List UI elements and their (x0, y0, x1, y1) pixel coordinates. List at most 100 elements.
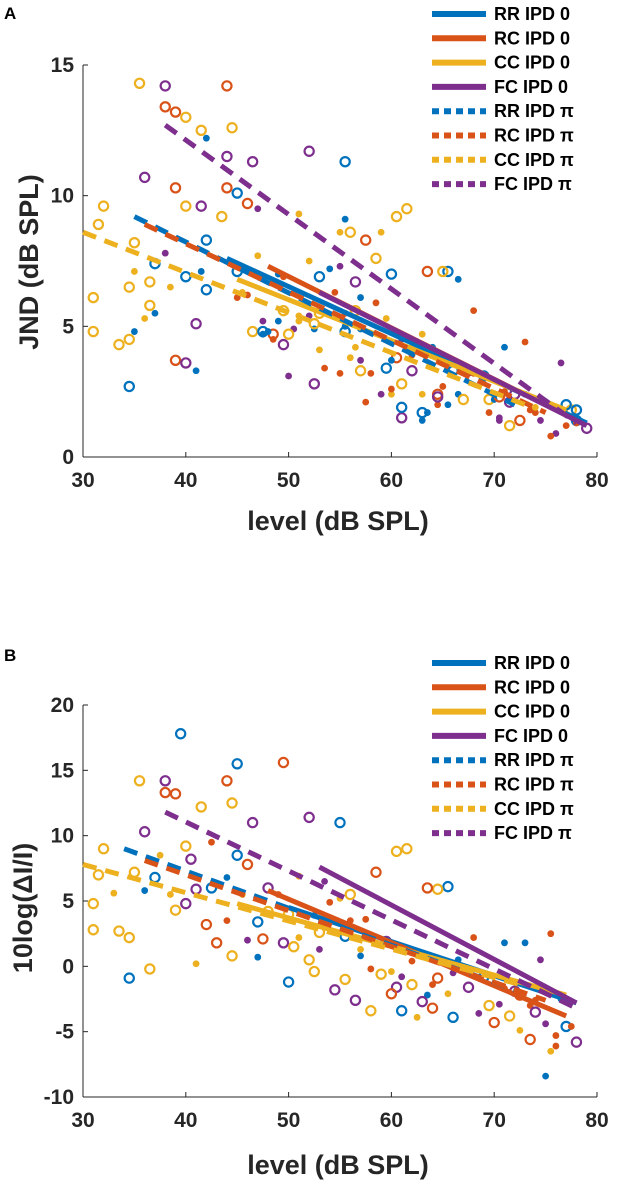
data-point (92, 218, 105, 231)
data-point (252, 916, 264, 928)
data-point (336, 228, 344, 236)
data-point (254, 252, 262, 260)
y-tick-label: 20 (51, 694, 74, 717)
data-point (570, 404, 583, 416)
panel-label-a: A (4, 4, 16, 23)
data-point (303, 145, 315, 157)
y-axis-label-b: 10log(ΔI/I) (8, 843, 38, 973)
data-point (110, 889, 118, 897)
data-point (531, 409, 539, 416)
data-point (382, 315, 390, 322)
data-point (113, 338, 125, 351)
data-point (180, 270, 192, 283)
data-point (138, 171, 151, 184)
data-point (367, 369, 375, 377)
data-point (537, 956, 544, 964)
data-point (537, 417, 544, 424)
fit-line (143, 858, 547, 1003)
data-point (354, 365, 367, 377)
data-point (133, 775, 146, 787)
data-point (208, 838, 215, 846)
data-point (501, 343, 508, 351)
data-point (149, 871, 161, 884)
data-point (151, 309, 159, 317)
data-point (277, 338, 290, 351)
data-point (169, 904, 182, 916)
data-point (398, 973, 406, 981)
data-point (401, 843, 413, 855)
data-point (123, 380, 135, 393)
data-point (570, 1036, 583, 1048)
legend-label: CC IPD π (494, 150, 574, 170)
legend-label: RC IPD π (494, 775, 574, 795)
data-point (277, 756, 290, 769)
data-point (521, 338, 529, 346)
data-point (288, 941, 300, 953)
data-point (341, 215, 349, 223)
data-point (437, 265, 449, 278)
data-point (488, 1016, 500, 1029)
data-point (434, 401, 442, 409)
data-point (344, 226, 356, 238)
data-point (277, 937, 290, 949)
data-point (388, 385, 395, 393)
data-point (552, 1032, 560, 1039)
y-tick-label: -10 (44, 1086, 74, 1109)
y-tick-label: -5 (55, 1021, 74, 1044)
data-point (406, 365, 418, 377)
data-point (221, 182, 233, 194)
data-point (503, 1010, 516, 1022)
data-point (303, 811, 315, 824)
y-tick-label: 10 (51, 825, 74, 848)
data-point (221, 775, 233, 787)
data-point (552, 1042, 560, 1050)
data-point (421, 882, 434, 894)
data-point (166, 891, 174, 898)
data-point (174, 728, 187, 740)
data-point (457, 393, 470, 406)
data-point (395, 1005, 408, 1017)
data-point (357, 294, 364, 301)
data-point (375, 968, 387, 980)
data-point (180, 357, 192, 369)
data-point (308, 378, 320, 390)
data-point (331, 288, 339, 296)
plot-area-b: 30 40 50 60 70 80 -10 -5 0 5 10 15 20 (44, 694, 609, 1132)
data-point (246, 155, 259, 168)
data-point (202, 134, 210, 142)
x-tick-label: 60 (380, 469, 403, 492)
data-point (246, 325, 259, 338)
data-point (282, 976, 295, 988)
data-point (462, 981, 475, 993)
data-point (495, 414, 503, 422)
y-axis-label-a: JND (dB SPL) (14, 174, 44, 350)
legend-label: RC IPD π (494, 126, 574, 146)
data-point (221, 80, 233, 92)
data-point (259, 330, 267, 338)
data-point (439, 383, 447, 390)
panel-a: A level (dB SPL) JND (dB SPL) 30 40 50 60 70… (4, 4, 609, 536)
data-point (87, 924, 99, 936)
data-point (97, 843, 110, 855)
panel-label-b: B (4, 646, 16, 665)
data-point (87, 897, 99, 910)
data-point (180, 897, 192, 910)
data-point (390, 210, 403, 223)
data-point (442, 265, 454, 278)
legend-label: RR IPD 0 (494, 653, 570, 673)
data-point (141, 315, 149, 322)
data-point (380, 362, 392, 374)
data-point (444, 401, 452, 409)
legend-label: CC IPD π (494, 799, 574, 819)
data-point (362, 915, 370, 923)
data-point (362, 398, 370, 406)
data-point (295, 210, 303, 218)
data-point (195, 801, 207, 813)
data-point (521, 939, 529, 947)
x-tick-label: 80 (585, 1109, 608, 1132)
data-point (418, 390, 426, 398)
data-point (131, 268, 138, 275)
data-point (357, 945, 364, 953)
legend-b: RR IPD 0 RC IPD 0 CC IPD 0 FC IPD 0 RR IPD π… (432, 653, 574, 843)
